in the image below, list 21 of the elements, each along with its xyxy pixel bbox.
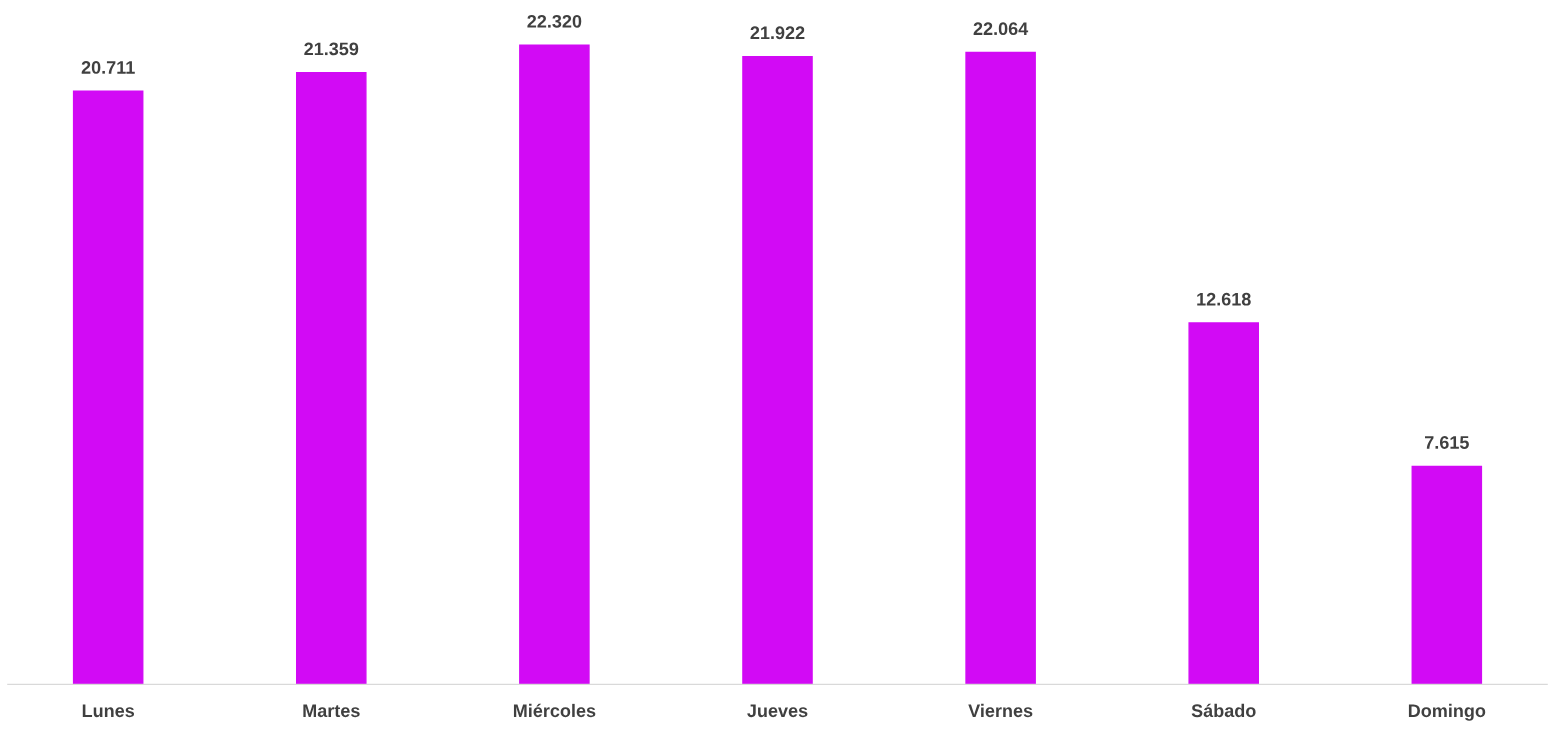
x-tick-label: Jueves [747, 704, 808, 718]
data-label: 7.615 [1425, 436, 1469, 449]
bar [965, 51, 1036, 685]
x-tick-label: Lunes [82, 704, 135, 718]
data-label: 20.711 [81, 61, 135, 74]
data-label: 21.359 [304, 42, 359, 56]
bar [72, 90, 144, 685]
data-label: 21.922 [750, 26, 805, 40]
data-label: 22.064 [973, 22, 1029, 36]
bar [1411, 465, 1483, 685]
data-label: 12.618 [1197, 292, 1251, 306]
bar [742, 55, 813, 685]
bar [1188, 322, 1259, 685]
x-tick-label: Miércoles [513, 703, 596, 718]
x-tick-label: Viernes [968, 703, 1033, 718]
bar [296, 72, 367, 685]
x-tick-label: Domingo [1408, 703, 1486, 721]
x-tick-label: Sábado [1191, 703, 1256, 718]
bar [519, 44, 590, 685]
data-label: 22.320 [527, 14, 582, 28]
x-tick-label: Martes [303, 704, 360, 718]
